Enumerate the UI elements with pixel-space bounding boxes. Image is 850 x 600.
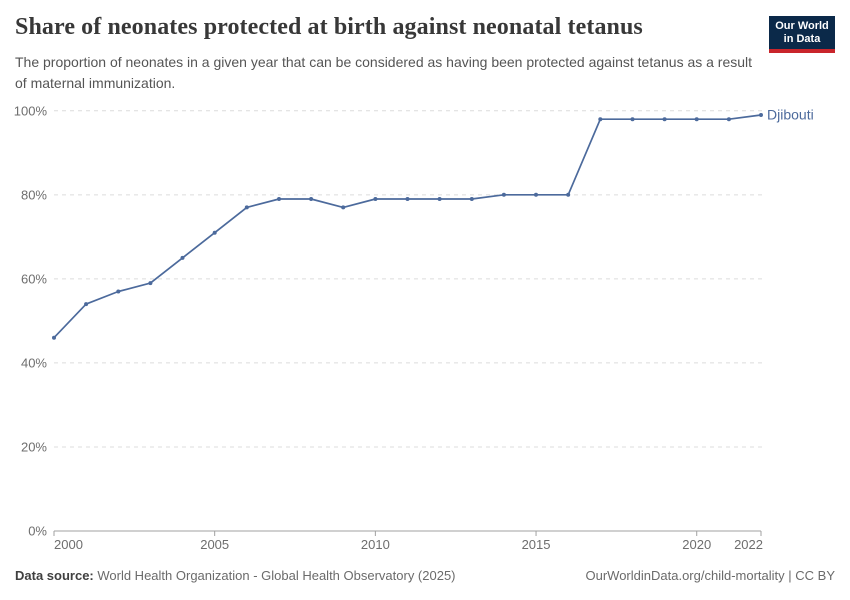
data-point: [566, 192, 571, 197]
x-tick-label: 2010: [361, 537, 390, 552]
y-tick-label: 60%: [21, 271, 47, 286]
data-point: [116, 289, 121, 294]
data-point: [52, 335, 56, 340]
x-tick-label: 2000: [54, 537, 83, 552]
chart-subtitle: The proportion of neonates in a given ye…: [15, 54, 753, 91]
chart-footer: Data source: World Health Organization -…: [15, 568, 835, 583]
data-source-label: Data source:: [15, 568, 94, 583]
data-point: [309, 197, 314, 201]
data-point: [598, 117, 603, 122]
data-point: [501, 192, 506, 197]
data-point: [244, 205, 249, 210]
data-point: [630, 117, 635, 122]
y-tick-label: 40%: [21, 355, 47, 370]
page-title: Share of neonates protected at birth aga…: [15, 14, 643, 40]
owid-logo[interactable]: Our World in Data: [769, 16, 835, 53]
data-source-text: World Health Organization - Global Healt…: [93, 568, 456, 583]
data-source-note: Data source: World Health Organization -…: [15, 568, 456, 583]
data-point: [373, 197, 378, 201]
data-point: [180, 255, 185, 260]
series-label: Djibouti: [767, 107, 814, 123]
x-tick-label: 2015: [522, 537, 551, 552]
x-tick-label: 2022: [734, 537, 763, 552]
y-tick-label: 80%: [21, 187, 47, 202]
data-point: [662, 117, 667, 122]
data-point: [405, 197, 410, 201]
data-point: [148, 281, 153, 286]
data-point: [726, 117, 731, 122]
attribution-link[interactable]: OurWorldinData.org/child-mortality | CC …: [585, 568, 836, 583]
data-point: [84, 302, 89, 307]
owid-logo-line1: Our World: [775, 20, 829, 32]
data-point: [469, 197, 474, 201]
data-point: [212, 230, 217, 235]
data-point: [759, 113, 763, 117]
owid-logo-line2: in Data: [783, 33, 821, 45]
y-tick-label: 20%: [21, 439, 47, 454]
data-line: [53, 114, 762, 339]
data-point: [534, 192, 538, 197]
data-point: [694, 117, 699, 122]
y-tick-label: 100%: [14, 103, 48, 118]
data-point: [437, 197, 442, 201]
x-tick-label: 2005: [200, 537, 229, 552]
x-tick-label: 2020: [682, 537, 711, 552]
data-point: [341, 205, 346, 210]
data-point: [277, 197, 281, 201]
y-tick-label: 0%: [28, 524, 47, 539]
